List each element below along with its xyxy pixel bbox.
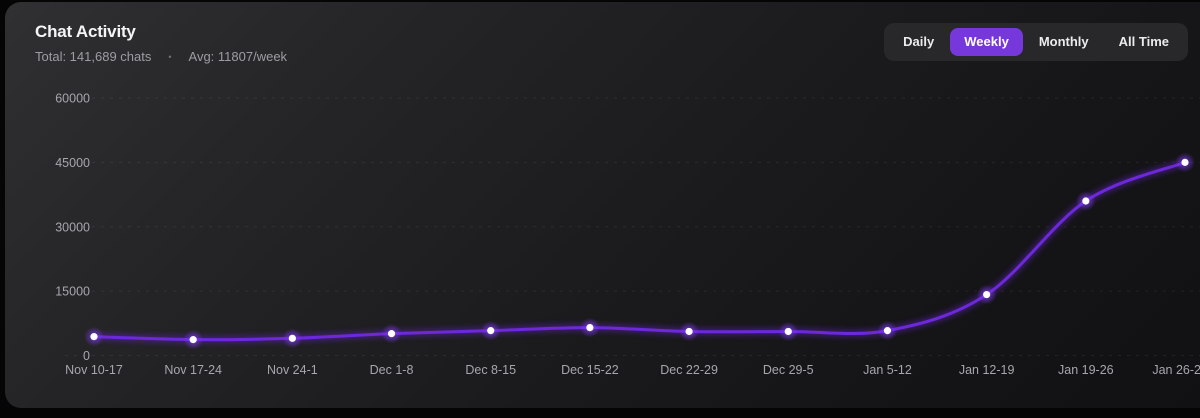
data-point-halo (976, 284, 997, 305)
data-point-halo (381, 323, 402, 344)
y-axis-tick-label: 30000 (55, 220, 90, 234)
line-series-chats (92, 160, 1187, 342)
page-title: Chat Activity (35, 22, 136, 41)
data-point-halo (679, 321, 700, 342)
data-point-nov-17-24[interactable] (189, 336, 197, 344)
y-axis-tick-label: 60000 (55, 92, 90, 106)
card-header: Chat Activity Total: 141,689 chats • Avg… (35, 22, 287, 64)
x-axis-tick-label: Dec 15-22 (561, 363, 619, 377)
x-axis-tick-label: Nov 17-24 (164, 363, 222, 377)
data-point-nov-24-1[interactable] (288, 334, 296, 342)
x-axis-tick-label: Nov 24-1 (267, 363, 318, 377)
x-axis-tick-label: Jan 5-12 (863, 363, 912, 377)
data-point-halo (877, 320, 898, 341)
time-range-tabs: Daily Weekly Monthly All Time (884, 23, 1188, 61)
x-axis-tick-label: Dec 8-15 (465, 363, 516, 377)
data-point-jan-26-2[interactable] (1181, 158, 1189, 166)
data-point-jan-12-19[interactable] (983, 290, 991, 299)
tab-all-time[interactable]: All Time (1105, 28, 1183, 56)
data-point-halo (579, 317, 600, 338)
avg-per-week-stat: Avg: 11807/week (188, 49, 288, 64)
data-point-halo (1075, 191, 1096, 211)
data-point-dec-8-15[interactable] (487, 327, 495, 335)
data-point-dec-15-22[interactable] (586, 324, 594, 332)
x-axis-tick-label: Jan 19-26 (1058, 363, 1114, 377)
x-axis-tick-label: Nov 10-17 (65, 363, 123, 377)
y-axis-tick-label: 45000 (55, 156, 90, 170)
data-point-nov-10-17[interactable] (90, 333, 98, 341)
data-point-halo (183, 329, 204, 350)
separator-dot-icon: • (168, 51, 172, 62)
data-point-dec-22-29[interactable] (685, 327, 693, 336)
data-point-halo (778, 321, 799, 342)
data-point-dec-29-5[interactable] (784, 327, 792, 336)
data-point-jan-19-26[interactable] (1082, 197, 1090, 205)
data-point-halo (84, 326, 104, 347)
chart-summary: Total: 141,689 chats • Avg: 11807/week (35, 49, 287, 64)
x-axis-tick-label: Jan 12-19 (959, 363, 1015, 377)
x-axis-tick-label: Dec 1-8 (370, 363, 414, 377)
tab-weekly[interactable]: Weekly (950, 28, 1023, 56)
data-point-dec-1-8[interactable] (387, 330, 396, 338)
total-chats-stat: Total: 141,689 chats (35, 49, 152, 64)
data-point-halo (282, 328, 303, 349)
y-axis-tick-label: 0 (83, 349, 90, 363)
tab-daily[interactable]: Daily (889, 28, 948, 56)
x-axis-tick-label: Dec 22-29 (660, 363, 718, 377)
chat-activity-line-chart: 0 15000 30000 45000 60000 Nov 10-17 Nov 17-24 N… (55, 92, 1200, 377)
line-series-glow (93, 159, 1187, 344)
tab-monthly[interactable]: Monthly (1025, 28, 1103, 56)
x-axis-tick-label: Dec 29-5 (763, 363, 814, 377)
x-axis-tick-label: Jan 26-2 (1152, 363, 1200, 377)
data-point-halo (1175, 152, 1195, 173)
y-axis-tick-label: 15000 (55, 285, 90, 299)
data-point-halo (480, 320, 501, 341)
chat-activity-card: Chat Activity Total: 141,689 chats • Avg… (5, 2, 1200, 408)
data-point-jan-5-12[interactable] (883, 327, 892, 335)
